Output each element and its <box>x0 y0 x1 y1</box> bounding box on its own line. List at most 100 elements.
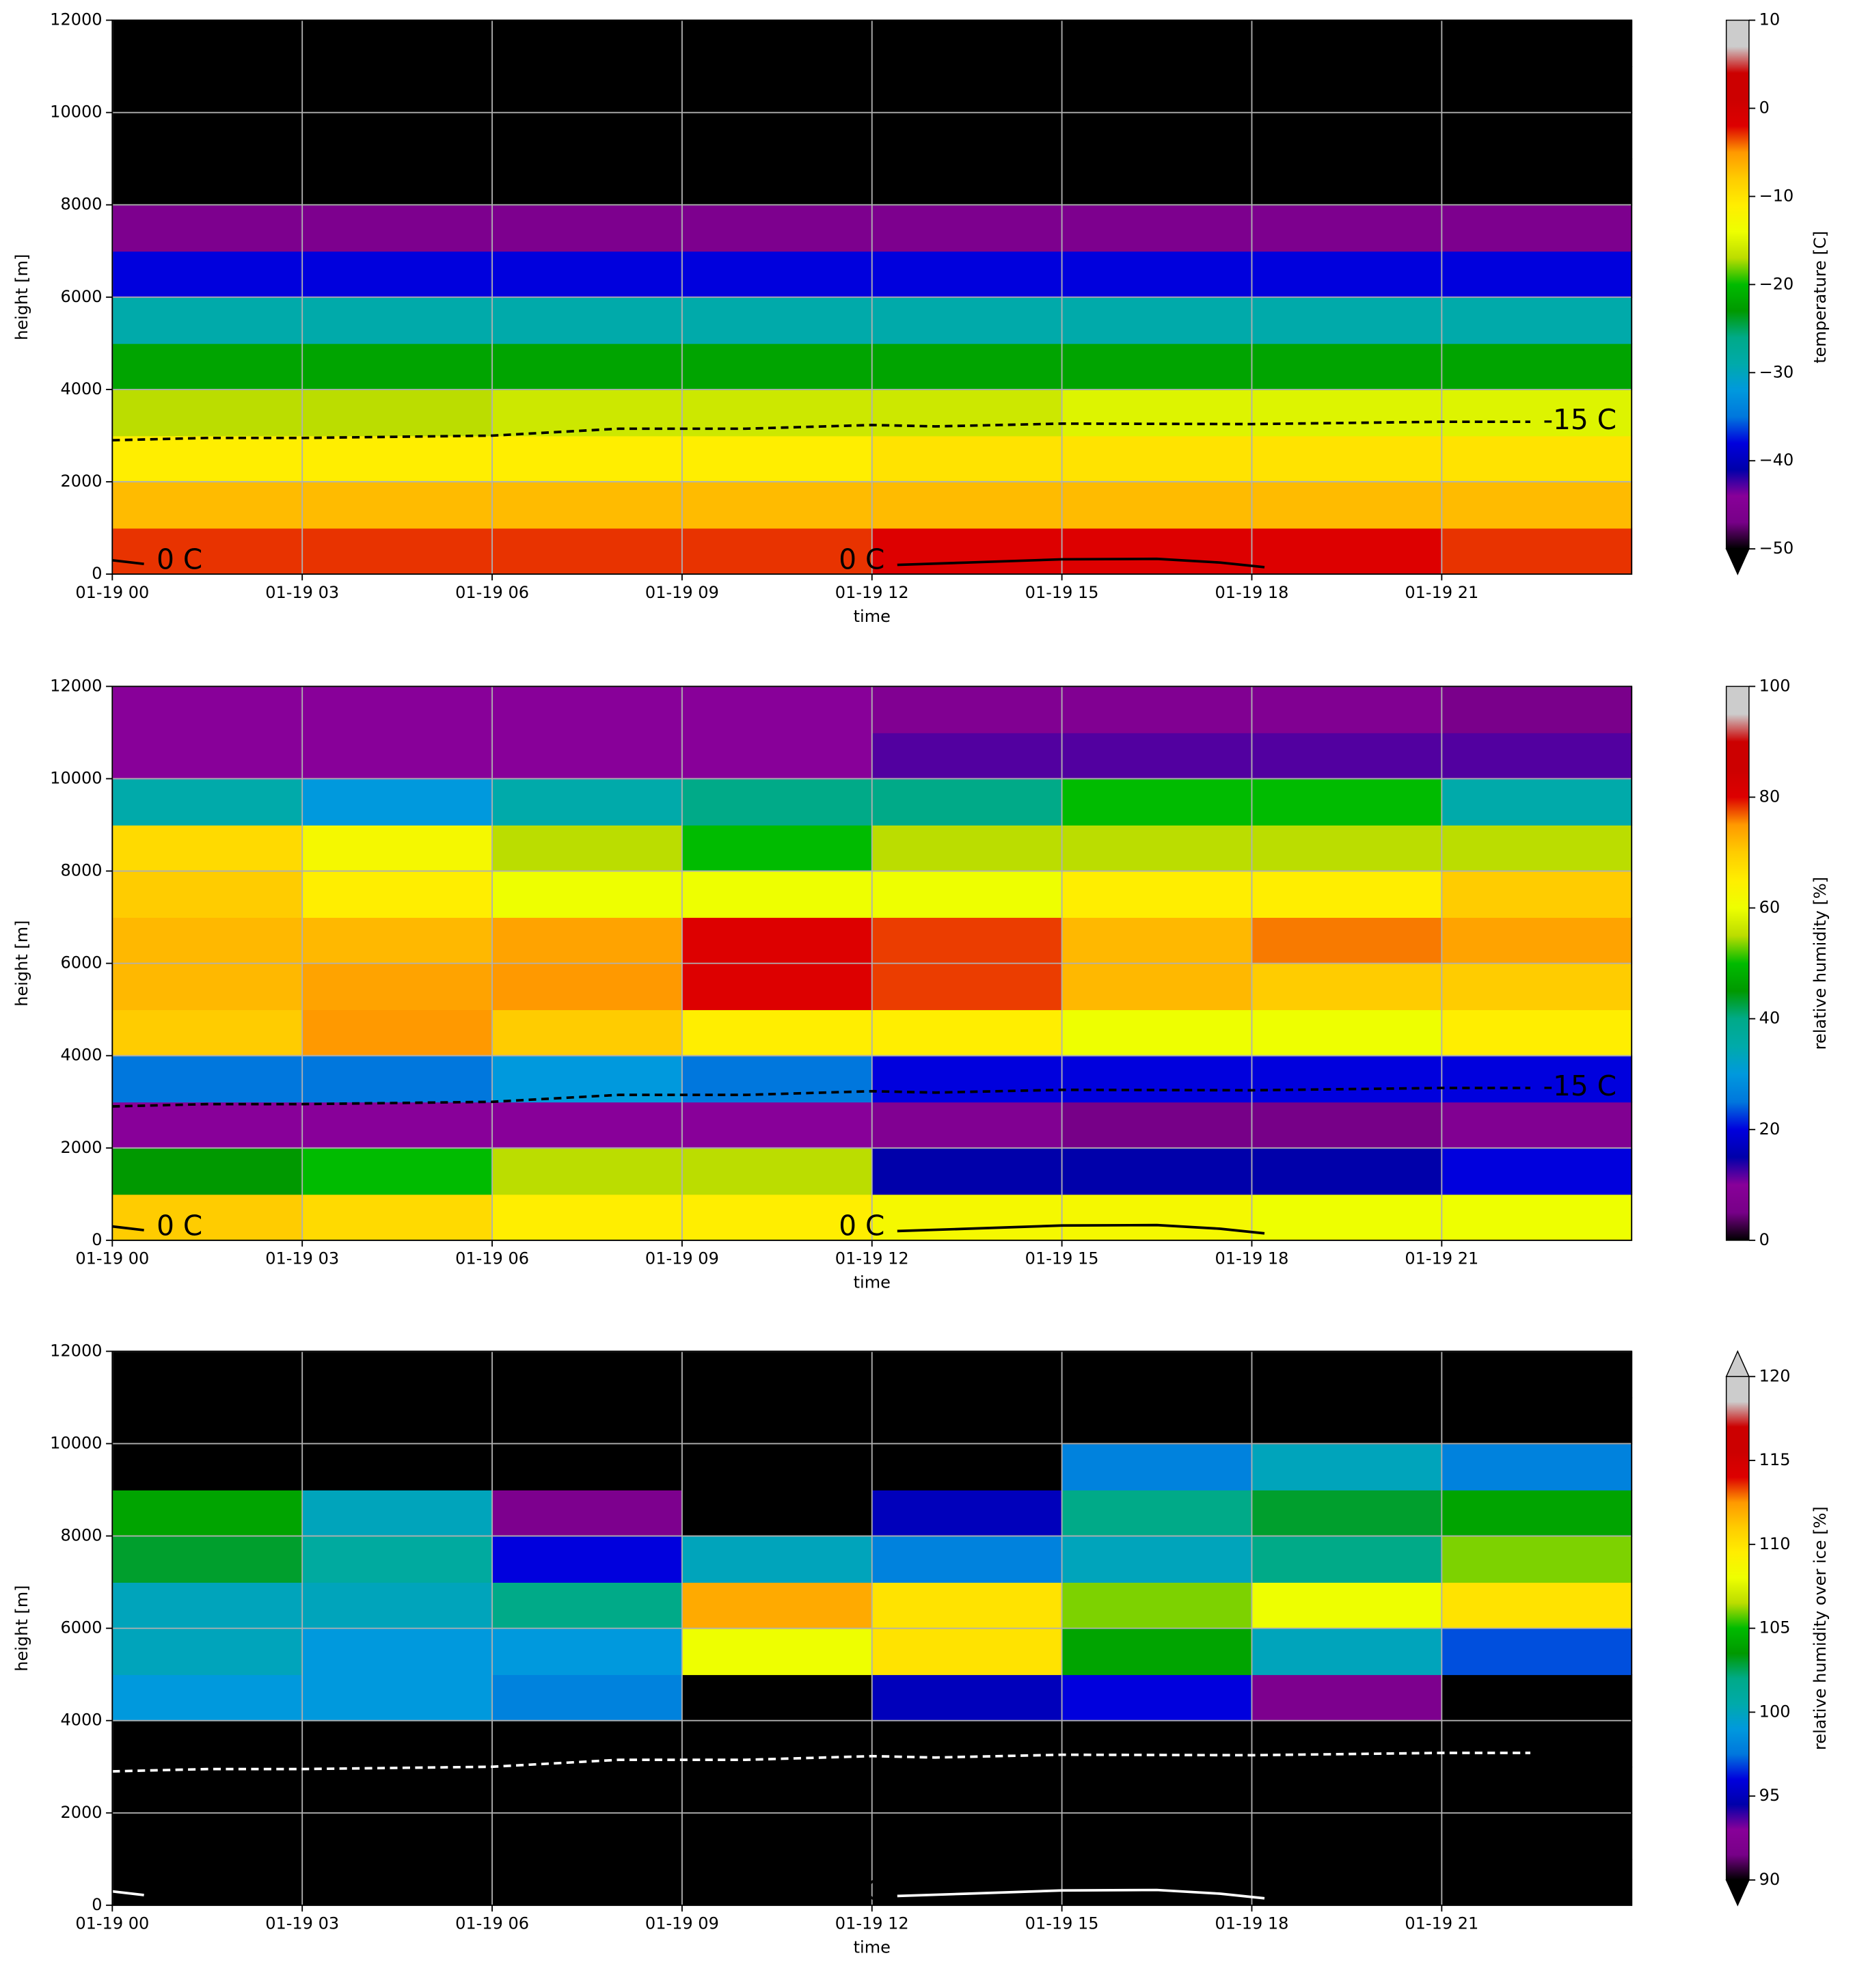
heatmap-cell <box>1441 917 1633 964</box>
heatmap-cell <box>1061 1351 1253 1398</box>
x-tick-label: 01-19 03 <box>265 1914 339 1933</box>
heatmap-cell <box>1061 1767 1253 1814</box>
heatmap-cell <box>1251 1443 1443 1490</box>
heatmap-cell <box>681 917 873 964</box>
heatmap-cell <box>1251 1767 1443 1814</box>
heatmap-cell <box>1441 686 1633 733</box>
heatmap-cell <box>871 1674 1063 1721</box>
heatmap-cell <box>1441 435 1633 482</box>
heatmap-cell <box>871 1767 1063 1814</box>
heatmap-cell <box>112 871 303 918</box>
heatmap-cell <box>1251 297 1443 344</box>
heatmap-cell <box>302 112 493 160</box>
heatmap-cell <box>1441 1767 1633 1814</box>
heatmap-cell <box>112 528 303 575</box>
heatmap-cell <box>681 686 873 733</box>
heatmap-cell <box>112 20 303 68</box>
x-tick-label: 01-19 21 <box>1405 1914 1478 1933</box>
colorbar-extend-min <box>1725 548 1750 575</box>
heatmap-cell <box>1061 1536 1253 1583</box>
heatmap-cell <box>1061 963 1253 1011</box>
colorbar-tick-label: 10 <box>1759 10 1780 29</box>
heatmap-cell <box>302 917 493 964</box>
heatmap-cell <box>1251 435 1443 482</box>
heatmap-cell <box>871 20 1063 68</box>
heatmap-cell <box>681 343 873 390</box>
heatmap-cell <box>681 871 873 918</box>
heatmap-cell <box>1061 1674 1253 1721</box>
colorbar-tick-label: −20 <box>1759 274 1794 293</box>
y-tick-label: 8000 <box>60 1526 102 1545</box>
heatmap-cell <box>871 1720 1063 1768</box>
heatmap-cell <box>1441 204 1633 252</box>
heatmap-cell <box>492 1489 683 1537</box>
y-tick-label: 12000 <box>50 676 102 695</box>
heatmap-cell <box>302 686 493 733</box>
heatmap-cell <box>492 343 683 390</box>
heatmap-cell <box>1251 1194 1443 1241</box>
heatmap-cell <box>681 732 873 780</box>
contour-label: 0 C <box>157 543 202 576</box>
heatmap-cell <box>1251 732 1443 780</box>
heatmap-cell <box>492 1147 683 1195</box>
x-tick-label: 01-19 03 <box>265 583 339 602</box>
heatmap-cell <box>1251 528 1443 575</box>
heatmap-cell <box>112 1397 303 1445</box>
heatmap-cell <box>871 389 1063 437</box>
x-axis-label: time <box>854 1273 891 1292</box>
heatmap-cell <box>112 389 303 437</box>
heatmap-cell <box>302 297 493 344</box>
heatmap-cell <box>871 1536 1063 1583</box>
heatmap-cell <box>112 1194 303 1241</box>
y-tick-label: 8000 <box>60 195 102 214</box>
heatmap-cell <box>871 917 1063 964</box>
heatmap-cell <box>871 1194 1063 1241</box>
heatmap-cell <box>112 1009 303 1057</box>
x-tick-label: 01-19 15 <box>1025 1249 1099 1268</box>
heatmap-cell <box>1061 778 1253 826</box>
colorbar-tick-label: 105 <box>1759 1618 1791 1637</box>
x-tick-label: 01-19 06 <box>455 1249 529 1268</box>
contour-line <box>112 1223 1265 1235</box>
heatmap-cell <box>1251 825 1443 872</box>
contour-label: 0 C <box>839 1209 884 1242</box>
heatmap-cell <box>1061 732 1253 780</box>
heatmap-cell <box>681 481 873 529</box>
heatmap-cell <box>302 871 493 918</box>
heatmap-cell <box>1441 20 1633 68</box>
heatmap-cell <box>1441 825 1633 872</box>
heatmap-cell <box>492 1628 683 1676</box>
heatmap-cell <box>492 871 683 918</box>
heatmap-cell <box>1061 343 1253 390</box>
heatmap-cell <box>1441 297 1633 344</box>
heatmap-cell <box>492 251 683 298</box>
heatmap-cell <box>681 389 873 437</box>
heatmap-cell <box>681 1055 873 1103</box>
heatmap-cell <box>492 1194 683 1241</box>
heatmap-cell <box>1251 1055 1443 1103</box>
heatmap-cell <box>492 778 683 826</box>
y-axis-label: height [m] <box>12 921 31 1007</box>
heatmap-cell <box>681 778 873 826</box>
contour-line <box>112 1752 1531 1773</box>
heatmap-cell <box>302 1443 493 1490</box>
heatmap-cell <box>871 204 1063 252</box>
heatmap-cell <box>681 1194 873 1241</box>
heatmap-cell <box>112 297 303 344</box>
y-axis-label: height [m] <box>12 1585 31 1671</box>
heatmap-cell <box>871 1102 1063 1149</box>
heatmap-cell <box>1441 1720 1633 1768</box>
colorbar-label: relative humidity [%] <box>1811 877 1830 1050</box>
y-tick-label: 2000 <box>60 472 102 491</box>
heatmap-cell <box>681 825 873 872</box>
contour-label: -15 C <box>1543 1070 1616 1102</box>
contour-label: 0 C <box>157 1209 202 1242</box>
heatmap-cell <box>302 481 493 529</box>
y-tick-label: 10000 <box>50 768 102 787</box>
heatmap-cell <box>492 1443 683 1490</box>
heatmap-cell <box>1441 963 1633 1011</box>
heatmap-cell <box>1251 1536 1443 1583</box>
heatmap-cell <box>302 1628 493 1676</box>
heatmap-cell <box>302 435 493 482</box>
heatmap-cell <box>1441 871 1633 918</box>
